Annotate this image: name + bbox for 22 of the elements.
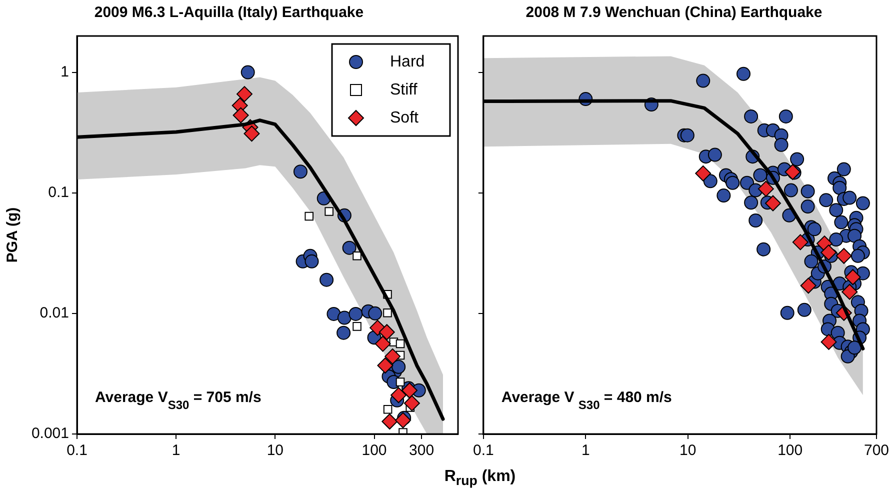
y-tick-label: 0.01 [40,304,69,322]
chart-title: 2008 M 7.9 Wenchuan (China) Earthquake [526,4,822,22]
x-axis-title: R$_{rup}$ (km) [443,468,517,488]
x-tick-label: 1 [581,442,590,460]
legend-label: Stiff [390,81,418,98]
chart-title: 2009 M6.3 L-Aquilla (Italy) Earthquake [94,4,364,22]
x-tick-label: 100 [778,442,803,460]
x-tick-label: 10 [266,442,284,460]
x-tick-label: 0.1 [66,442,88,460]
y-axis-title: PGA (g) [4,207,22,263]
legend-label: Soft [390,109,420,126]
y-tick-label: 1 [60,63,69,80]
x-tick-label: 0.1 [472,442,494,460]
y-tick-label: 0.1 [48,184,69,202]
x-tick-label: 10 [680,442,696,460]
legend-label: Hard [390,53,425,70]
y-tick-label: 0.001 [31,425,69,442]
x-tick-label: 300 [409,442,434,460]
annotation: Average V S30 = 480 m/s [501,389,672,412]
x-tick-label: 700 [864,442,889,460]
x-tick-label: 100 [362,442,387,460]
x-tick-label: 1 [172,442,180,460]
